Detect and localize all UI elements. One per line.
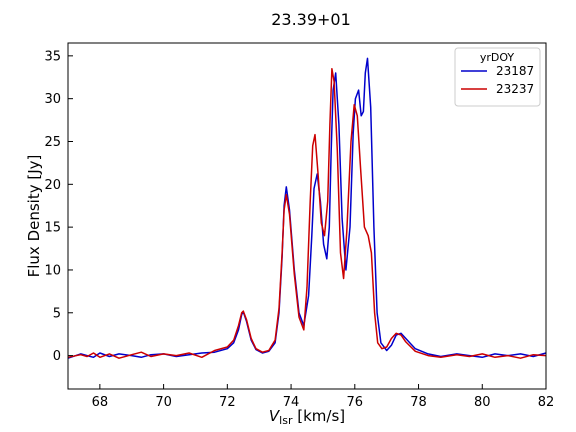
y-tick-label: 25 (44, 135, 61, 150)
legend-label: 23237 (496, 82, 534, 96)
chart-title: 23.39+01 (271, 10, 351, 29)
x-axis-label-sub: lsr (279, 414, 293, 427)
x-axis-label-unit: [km/s] (292, 407, 345, 425)
legend-box (454, 47, 541, 107)
y-axis-label: Flux Density [Jy] (25, 155, 43, 278)
x-tick-label: 78 (410, 395, 427, 410)
x-axis-ticks: 68 70 72 74 76 78 80 82 (92, 384, 555, 410)
y-tick-label: 0 (53, 349, 61, 364)
legend: yrDOY 23187 23237 (454, 47, 541, 107)
y-tick-label: 30 (44, 92, 61, 107)
x-tick-label: 72 (219, 395, 236, 410)
legend-title: yrDOY (480, 51, 515, 64)
series-line-23237 (67, 67, 547, 359)
x-tick-label: 74 (283, 395, 300, 410)
x-tick-label: 70 (155, 395, 172, 410)
x-axis-label: Vlsr [km/s] (269, 407, 345, 427)
legend-label: 23187 (496, 64, 534, 78)
x-axis-label-main: V (269, 407, 281, 425)
x-tick-label: 82 (538, 395, 555, 410)
y-tick-label: 20 (44, 178, 61, 193)
y-tick-label: 5 (53, 306, 61, 321)
x-tick-label: 80 (474, 395, 491, 410)
y-axis-ticks: 0 5 10 15 20 25 30 35 (44, 49, 73, 364)
y-tick-label: 10 (44, 263, 61, 278)
x-tick-label: 68 (92, 395, 109, 410)
y-tick-label: 15 (44, 221, 61, 236)
legend-entries: 23187 23237 (461, 64, 534, 96)
series-layer (67, 57, 547, 359)
plot-frame (67, 42, 547, 390)
x-tick-label: 76 (347, 395, 364, 410)
y-tick-label: 35 (44, 49, 61, 64)
